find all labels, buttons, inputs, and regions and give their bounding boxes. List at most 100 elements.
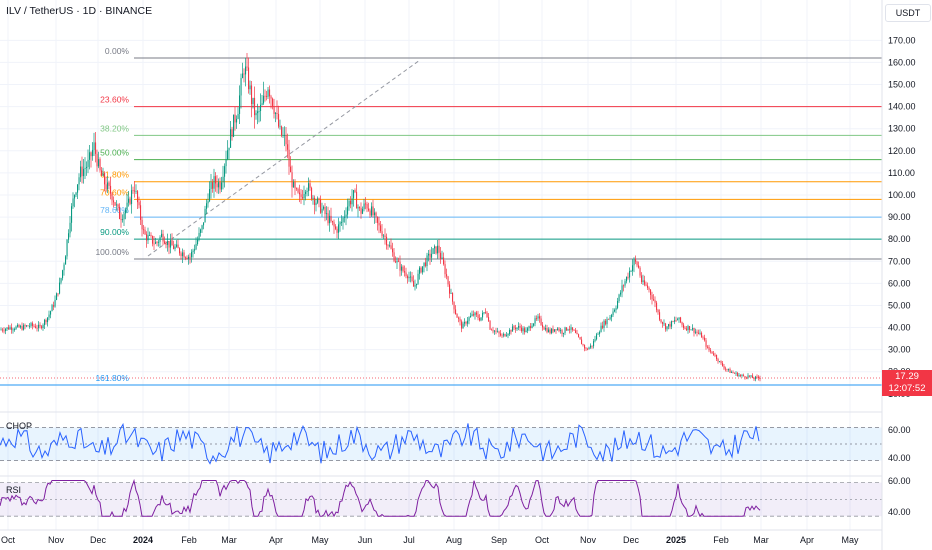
fibonacci-retracement[interactable]: 0.00% 23.60% 38.20% 50.00% 61.80% 70.60% 78.60… — [0, 46, 882, 386]
candle-body — [635, 258, 637, 262]
candle-body — [47, 317, 49, 323]
candle-body — [333, 222, 335, 227]
candle-body — [677, 319, 679, 321]
candle-body — [668, 324, 670, 327]
candle-body — [246, 66, 248, 68]
candle-body — [236, 118, 238, 123]
candle-body — [209, 189, 211, 202]
candle-body — [276, 113, 278, 114]
candle-body — [653, 299, 655, 301]
candle-body — [501, 335, 503, 337]
candle-body — [125, 209, 127, 214]
candle-body — [528, 326, 530, 329]
candle-body — [138, 202, 140, 206]
candle-body — [273, 107, 275, 114]
candle-body — [35, 326, 37, 328]
candle-body — [53, 305, 55, 307]
chop-label[interactable]: CHOP — [6, 421, 33, 431]
chop-pane[interactable] — [0, 411, 882, 465]
candle-body — [456, 314, 458, 318]
last-price-value: 17.29 — [895, 371, 919, 382]
candle-body — [458, 317, 460, 319]
candle-body — [62, 270, 64, 279]
candle-body — [174, 246, 176, 249]
candle-body — [299, 192, 301, 195]
rsi-pane[interactable] — [0, 475, 882, 518]
candle-body — [581, 339, 583, 345]
candle-body — [308, 183, 310, 191]
candle-body — [132, 190, 134, 192]
candle-body — [65, 256, 67, 265]
candle-body — [756, 376, 758, 378]
candle-body — [503, 334, 505, 336]
candle-body — [26, 325, 28, 327]
symbol-title[interactable]: ILV / TetherUS · 1D · BINANCE — [6, 5, 153, 17]
candle-body — [408, 276, 410, 279]
candle-body — [344, 216, 346, 218]
candle-body — [747, 375, 749, 378]
candle-body — [722, 363, 724, 367]
candle-body — [162, 233, 164, 242]
candle-body — [434, 246, 436, 249]
time-axis-label: May — [841, 535, 859, 545]
candle-body — [159, 236, 161, 242]
candle-body — [302, 197, 304, 199]
currency-button[interactable]: USDT — [885, 4, 931, 22]
candle-body — [459, 318, 461, 322]
candle-body — [432, 248, 434, 254]
candle-body — [575, 330, 577, 333]
candle-body — [701, 332, 703, 338]
time-axis-label: Mar — [753, 535, 769, 545]
candle-body — [216, 183, 218, 188]
candle-body — [372, 206, 374, 216]
candle-body — [669, 324, 671, 327]
chop-line — [0, 422, 760, 465]
candle-body — [69, 222, 71, 234]
candle-body — [18, 325, 20, 328]
candle-body — [63, 264, 65, 271]
candle-body — [318, 198, 320, 200]
candle-body — [626, 276, 628, 282]
candle-body — [543, 327, 545, 330]
candle-body — [66, 239, 68, 257]
candle-body — [405, 272, 407, 277]
candle-body — [693, 327, 695, 333]
candle-body — [468, 317, 470, 321]
time-axis-label: Aug — [446, 535, 462, 545]
candle-body — [641, 275, 643, 282]
candle-body — [392, 248, 394, 253]
chop-axis-tick: 60.00 — [888, 425, 911, 435]
candle-body — [339, 222, 341, 225]
candle-body — [342, 217, 344, 223]
candle-body — [744, 376, 746, 378]
candle-body — [177, 244, 179, 249]
candle-body — [746, 377, 748, 379]
candle-body — [96, 153, 98, 167]
candle-body — [176, 244, 178, 247]
candle-body — [749, 375, 751, 377]
candle-body — [105, 184, 107, 190]
candle-body — [618, 294, 620, 302]
candle-body — [689, 326, 691, 330]
candle-body — [98, 159, 100, 167]
candle-body — [275, 113, 277, 114]
candle-body — [311, 187, 313, 199]
candle-body — [452, 293, 454, 302]
candle-body — [426, 255, 428, 267]
candle-body — [248, 67, 250, 90]
time-axis-label: Jun — [358, 535, 373, 545]
rsi-label[interactable]: RSI — [6, 485, 22, 495]
candle-body — [81, 166, 83, 177]
candle-body — [368, 208, 370, 211]
price-axis-tick: 30.00 — [888, 345, 911, 355]
candle-body — [119, 206, 121, 219]
candle-body — [341, 222, 343, 223]
time-axis-label: Feb — [181, 535, 197, 545]
candle-body — [407, 276, 409, 279]
candle-body — [470, 315, 472, 318]
candle-body — [729, 369, 731, 373]
candle-body — [492, 330, 494, 332]
candle-body — [158, 241, 160, 243]
